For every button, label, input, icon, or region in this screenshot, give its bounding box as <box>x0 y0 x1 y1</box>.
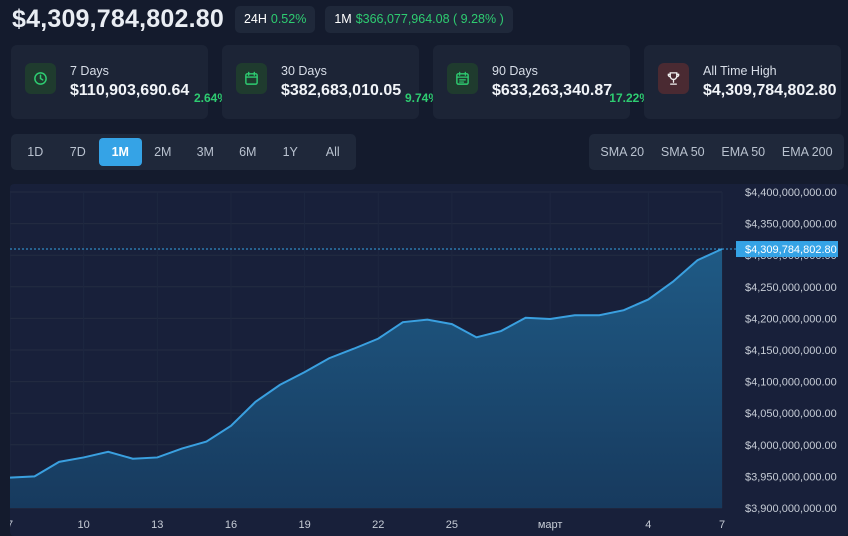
sma-20-button[interactable]: SMA 20 <box>600 145 645 159</box>
x-tick-label: 4 <box>645 519 651 531</box>
stat-label: 7 Days <box>70 64 109 78</box>
range-button-1y[interactable]: 1Y <box>282 145 298 159</box>
price-area-fill <box>10 249 722 508</box>
stat-value: $382,683,010.05 <box>281 82 402 99</box>
stat-value: $4,309,784,802.80 <box>703 82 837 99</box>
stat-label: All Time High <box>703 64 777 78</box>
stat-label: 30 Days <box>281 64 327 78</box>
range-button-7d[interactable]: 7D <box>69 145 86 159</box>
y-tick-label: $4,400,000,000.00 <box>745 187 837 199</box>
stat-percent: 2.64% <box>193 91 228 105</box>
change-24h-value: 0.52% <box>270 12 307 26</box>
x-tick-label: 7 <box>10 519 13 531</box>
stat-card-all-time-high: All Time High $4,309,784,802.80 <box>644 45 841 119</box>
sma-50-button[interactable]: SMA 50 <box>660 145 705 159</box>
y-tick-label: $4,250,000,000.00 <box>745 282 837 294</box>
range-button-6m[interactable]: 6M <box>239 145 257 159</box>
y-tick-label: $4,350,000,000.00 <box>745 219 837 231</box>
y-tick-label: $4,050,000,000.00 <box>745 408 837 420</box>
trophy-icon <box>658 63 689 94</box>
stat-percent: 9.74% <box>404 91 439 105</box>
change-24h-pill: 24H 0.52% <box>234 5 316 33</box>
price-chart[interactable]: $4,400,000,000.00$4,350,000,000.00$4,300… <box>7 184 848 536</box>
moving-average-selector: SMA 20 SMA 50 EMA 50 EMA 200 <box>589 134 844 170</box>
y-tick-label: $4,100,000,000.00 <box>745 377 837 389</box>
current-price-badge <box>736 241 838 258</box>
change-24h-label: 24H <box>243 12 267 26</box>
header-bar: $4,309,784,802.80 24H 0.52% 1M $366,077,… <box>12 4 513 34</box>
x-tick-label: 13 <box>151 519 163 531</box>
x-tick-label: 19 <box>298 519 310 531</box>
stat-card-90-days: 90 Days $633,263,340.87 17.22% <box>433 45 650 119</box>
stat-value: $110,903,690.64 <box>70 82 190 99</box>
clock-icon <box>25 63 56 94</box>
time-range-selector: 1D 7D 1M 2M 3M 6M 1Y All <box>11 134 356 170</box>
y-tick-label: $4,000,000,000.00 <box>745 440 837 452</box>
ema-200-button[interactable]: EMA 200 <box>781 145 833 159</box>
price-line <box>9 248 723 479</box>
stats-row: 7 Days $110,903,690.64 2.64% 30 Days $38… <box>11 45 841 119</box>
y-tick-label: $3,900,000,000.00 <box>745 503 837 515</box>
stat-card-7-days: 7 Days $110,903,690.64 2.64% <box>11 45 228 119</box>
x-tick-label: 16 <box>225 519 237 531</box>
x-tick-label: 22 <box>372 519 384 531</box>
stat-card-30-days: 30 Days $382,683,010.05 9.74% <box>222 45 439 119</box>
price-chart-svg[interactable]: $4,400,000,000.00$4,350,000,000.00$4,300… <box>7 184 848 536</box>
x-tick-label: 25 <box>446 519 458 531</box>
range-button-1d[interactable]: 1D <box>27 145 44 159</box>
calendar-icon <box>236 63 267 94</box>
stat-value: $633,263,340.87 <box>492 82 613 99</box>
ema-50-button[interactable]: EMA 50 <box>721 145 766 159</box>
y-tick-label: $4,200,000,000.00 <box>745 313 837 325</box>
x-tick-label: 10 <box>78 519 90 531</box>
range-button-2m[interactable]: 2M <box>154 145 172 159</box>
stat-percent: 17.22% <box>609 91 650 105</box>
x-tick-label: март <box>538 519 563 531</box>
x-tick-label: 7 <box>719 519 725 531</box>
change-1m-value: $366,077,964.08 ( 9.28% ) <box>355 12 504 26</box>
range-button-3m[interactable]: 3M <box>196 145 214 159</box>
y-tick-label: $4,150,000,000.00 <box>745 345 837 357</box>
current-price: $4,309,784,802.80 <box>12 4 224 33</box>
y-tick-label: $3,950,000,000.00 <box>745 471 837 483</box>
change-1m-pill: 1M $366,077,964.08 ( 9.28% ) <box>325 5 513 33</box>
range-button-1m[interactable]: 1M <box>99 138 142 166</box>
change-1m-label: 1M <box>334 12 352 26</box>
stat-label: 90 Days <box>492 64 538 78</box>
range-button-all[interactable]: All <box>325 145 340 159</box>
calendar-range-icon <box>447 63 478 94</box>
current-price-label: $4,309,784,802.80 <box>745 244 837 256</box>
